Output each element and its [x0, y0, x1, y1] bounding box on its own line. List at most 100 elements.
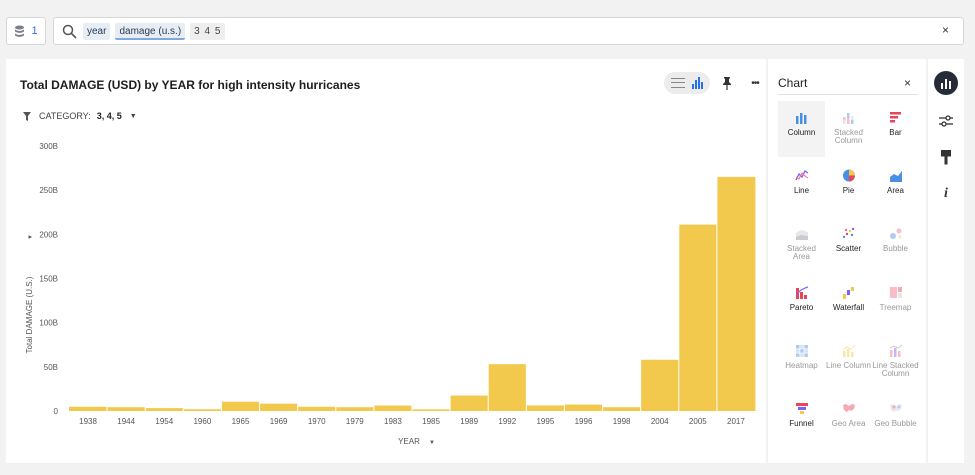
- category-filter[interactable]: CATEGORY: 3, 4, 5 ▼: [23, 111, 137, 121]
- divider: [778, 94, 918, 95]
- chart-type-label: Stacked Column: [834, 128, 863, 145]
- search-token-year[interactable]: year: [83, 22, 111, 40]
- x-tick-label: 1960: [193, 417, 211, 426]
- bar-2005[interactable]: [678, 224, 699, 411]
- rail-info-button[interactable]: i: [934, 182, 958, 206]
- bar-[interactable]: [354, 407, 375, 411]
- heatmap-chart-icon: [778, 344, 825, 357]
- bar-[interactable]: [469, 395, 489, 411]
- y-tick-label: 0: [54, 407, 59, 416]
- table-chart-toggle[interactable]: [664, 72, 710, 94]
- svg-text:▼: ▼: [429, 440, 435, 446]
- bar-1996[interactable]: [564, 404, 584, 411]
- bar-1998[interactable]: [602, 407, 623, 411]
- bar-chart-icon[interactable]: [691, 77, 703, 89]
- pie-chart-icon: [825, 169, 872, 182]
- search-clear-button[interactable]: ×: [941, 23, 949, 37]
- bar-[interactable]: [621, 407, 642, 411]
- chart-type-column[interactable]: Column: [778, 101, 825, 157]
- bar-1992[interactable]: [488, 364, 508, 411]
- x-axis-label-caret[interactable]: ▼: [429, 440, 435, 446]
- search-token-category-values[interactable]: 3 4 5: [190, 22, 226, 40]
- waterfall-chart-icon: [825, 286, 872, 299]
- bar-1938[interactable]: [69, 406, 89, 411]
- bar-1970[interactable]: [297, 406, 318, 411]
- pin-icon: [723, 77, 731, 90]
- bar-2017[interactable]: [716, 176, 737, 411]
- bar-1995[interactable]: [526, 405, 546, 411]
- chart-type-scatter[interactable]: Scatter: [825, 217, 872, 273]
- bar-1960[interactable]: [183, 409, 203, 411]
- chart-type-treemap[interactable]: Treemap: [872, 276, 919, 332]
- data-source-count: 1: [31, 25, 38, 37]
- chart-type-label: Line Column: [826, 361, 871, 370]
- bar-1983[interactable]: [373, 405, 394, 411]
- x-tick-label: 1985: [422, 417, 440, 426]
- bar-[interactable]: [316, 406, 337, 411]
- chart-type-label: Geo Bubble: [874, 419, 917, 428]
- pareto-chart-icon: [778, 286, 825, 299]
- bar-[interactable]: [88, 406, 108, 411]
- data-source-button[interactable]: 1: [6, 17, 46, 45]
- bar-1985[interactable]: [412, 409, 432, 411]
- x-tick-label: 1938: [79, 417, 97, 426]
- bar-[interactable]: [431, 409, 451, 411]
- answer-panel: Total DAMAGE (USD) by YEAR for high inte…: [6, 59, 766, 463]
- chart-type-waterfall[interactable]: Waterfall: [825, 276, 872, 332]
- bar-1944[interactable]: [107, 407, 127, 411]
- rail-customize-button[interactable]: [934, 145, 958, 169]
- y-tick-label: 150B: [39, 275, 58, 284]
- chart-type-pie[interactable]: Pie: [825, 159, 872, 215]
- chart-type-stacked-column[interactable]: Stacked Column: [825, 101, 872, 157]
- bar-[interactable]: [697, 224, 718, 411]
- bar-[interactable]: [735, 176, 756, 411]
- x-tick-label: 1970: [308, 417, 326, 426]
- chart-type-heatmap[interactable]: Heatmap: [778, 334, 825, 390]
- chart-type-geo-area[interactable]: Geo Area: [825, 392, 872, 448]
- chart-type-geo-bubble[interactable]: Geo Bubble: [872, 392, 919, 448]
- rail-chart-type-button[interactable]: [934, 71, 958, 95]
- bar-[interactable]: [392, 405, 413, 411]
- table-icon[interactable]: [671, 78, 686, 88]
- bar-[interactable]: [240, 401, 260, 411]
- column-chart-icon: [778, 111, 825, 124]
- chart-panel-close-button[interactable]: ×: [904, 76, 912, 90]
- bar-[interactable]: [126, 407, 146, 411]
- bar-1989[interactable]: [450, 395, 470, 411]
- bar-[interactable]: [507, 364, 527, 411]
- y-tick-label: 100B: [39, 319, 58, 328]
- search-token-damage[interactable]: damage (u.s.): [115, 22, 186, 40]
- chart-type-line-stacked-column[interactable]: Line Stacked Column: [872, 334, 919, 390]
- bar-[interactable]: [659, 359, 680, 411]
- bar-[interactable]: [164, 408, 184, 411]
- bar-[interactable]: [583, 404, 603, 411]
- chart-type-area[interactable]: Area: [872, 159, 919, 215]
- bar-1954[interactable]: [145, 408, 165, 411]
- filter-value: 3, 4, 5: [96, 111, 122, 121]
- bar-[interactable]: [202, 409, 222, 411]
- bar-2004[interactable]: [640, 359, 661, 411]
- chart-type-bar[interactable]: Bar: [872, 101, 919, 157]
- chart-type-funnel[interactable]: Funnel: [778, 392, 825, 448]
- chart-type-pareto[interactable]: Pareto: [778, 276, 825, 332]
- y-axis-label-caret[interactable]: ▼: [28, 234, 34, 240]
- x-axis-label[interactable]: YEAR: [398, 437, 420, 446]
- bar-1979[interactable]: [335, 407, 356, 411]
- pin-button[interactable]: [716, 72, 738, 94]
- bar-[interactable]: [278, 403, 299, 411]
- stacked-area-chart-icon: [778, 227, 825, 240]
- chart-type-stacked-area[interactable]: Stacked Area: [778, 217, 825, 273]
- chart-type-label: Treemap: [879, 303, 912, 312]
- rail-settings-button[interactable]: [934, 109, 958, 133]
- chart-type-line[interactable]: Line: [778, 159, 825, 215]
- chart-type-bubble[interactable]: Bubble: [872, 217, 919, 273]
- bar-1965[interactable]: [221, 401, 241, 411]
- more-options-button[interactable]: •••: [744, 72, 766, 94]
- bar-1969[interactable]: [259, 403, 280, 411]
- chart-type-line-column[interactable]: Line Column: [825, 334, 872, 390]
- bar-chart: 0 50B 100B 150B 200B 250B 300B 1938 1944 1954 196…: [25, 142, 756, 446]
- chart-type-label: Stacked Area: [787, 244, 816, 261]
- search-bar[interactable]: year damage (u.s.) 3 4 5 ×: [53, 17, 964, 45]
- filter-dropdown-icon[interactable]: ▼: [129, 112, 137, 120]
- bar-[interactable]: [545, 405, 565, 411]
